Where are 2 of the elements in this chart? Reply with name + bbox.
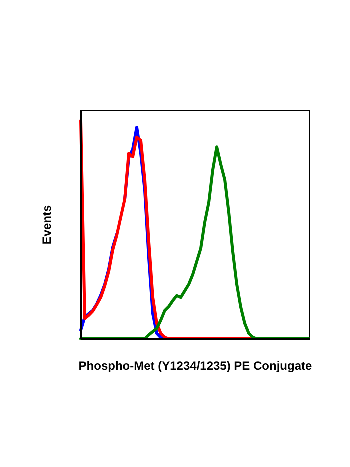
y-axis-title: Events	[40, 205, 54, 245]
x-axis-title: Phospho-Met (Y1234/1235) PE Conjugate	[78, 359, 313, 373]
